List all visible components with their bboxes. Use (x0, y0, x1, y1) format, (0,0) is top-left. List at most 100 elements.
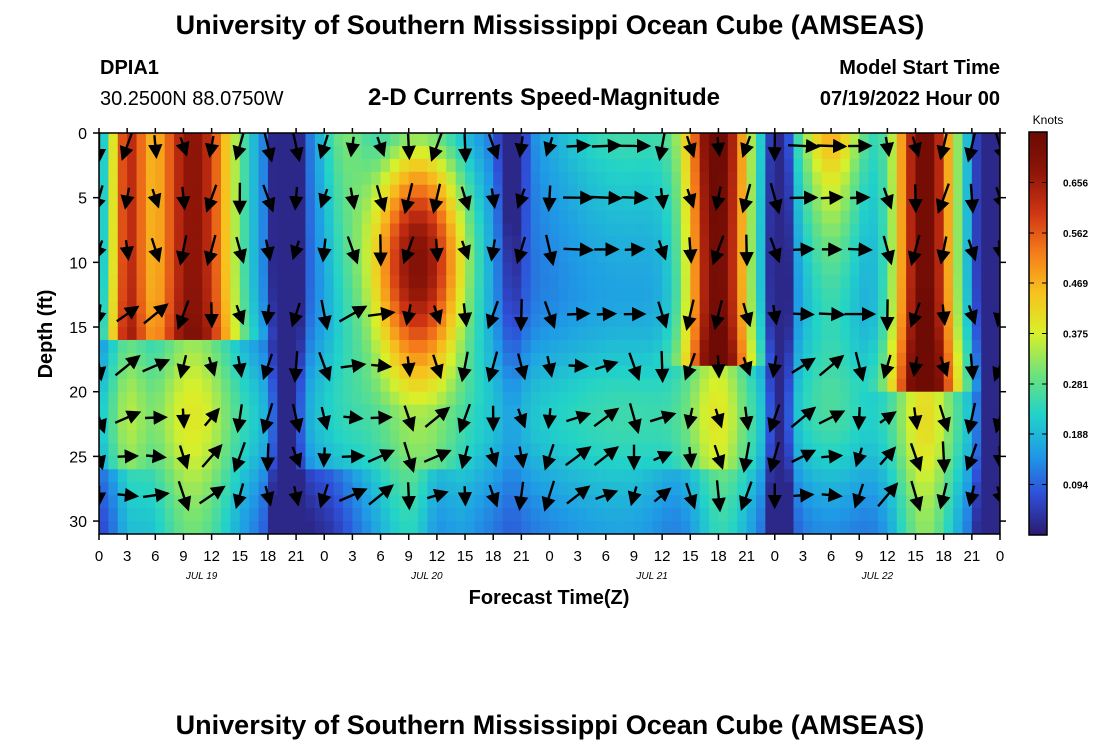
current-vector-arrow (710, 408, 725, 429)
heatmap-cell (352, 521, 363, 534)
heatmap-cell (427, 158, 438, 173)
heatmap-cell (239, 521, 250, 534)
heatmap-cell (887, 314, 898, 328)
heatmap-cell (577, 236, 588, 251)
heatmap-cell (877, 158, 888, 173)
heatmap-cell (258, 404, 269, 419)
heatmap-cell (633, 145, 644, 160)
heatmap-cell (145, 223, 156, 238)
heatmap-cell (643, 197, 654, 212)
heatmap-cell (427, 508, 438, 522)
heatmap-cell (699, 482, 710, 496)
heatmap-cell (258, 275, 269, 289)
heatmap-cell (352, 210, 363, 225)
heatmap-cell (221, 469, 231, 483)
current-vector-arrow (936, 236, 951, 265)
heatmap-cell (558, 404, 569, 419)
heatmap-cell (577, 508, 588, 522)
heatmap-cell (305, 262, 316, 276)
heatmap-cell (849, 469, 860, 483)
heatmap-cell (924, 339, 935, 354)
heatmap-cell (718, 184, 729, 199)
heatmap-cell (765, 314, 776, 328)
heatmap-cell (333, 417, 344, 432)
current-vector-arrow (289, 403, 304, 434)
heatmap-cell (305, 430, 316, 445)
heatmap-cell (558, 145, 569, 160)
heatmap-cell (136, 301, 147, 315)
heatmap-cell (493, 482, 504, 496)
current-vector-arrow (429, 133, 443, 162)
heatmap-cell (446, 275, 457, 289)
heatmap-cell (183, 378, 194, 393)
heatmap-cell (587, 210, 598, 225)
heatmap-cell (155, 430, 166, 445)
current-vector-arrow (424, 406, 451, 428)
heatmap-cell (117, 327, 128, 341)
heatmap-cell (587, 404, 598, 419)
heatmap-cell (483, 495, 494, 509)
heatmap-cell (859, 223, 870, 238)
heatmap-cell (680, 223, 691, 238)
heatmap-cell (568, 391, 579, 406)
heatmap-cell (324, 508, 335, 522)
heatmap-cell (418, 404, 429, 419)
heatmap-cell (455, 443, 466, 457)
heatmap-cell (915, 133, 926, 147)
heatmap-cell (746, 301, 757, 315)
heatmap-cell (521, 236, 532, 251)
heatmap-cell (615, 339, 626, 354)
heatmap-cell (680, 275, 691, 289)
heatmap-cell (859, 210, 870, 225)
heatmap-cell (436, 197, 447, 212)
heatmap-cell (831, 339, 842, 354)
heatmap-cell (333, 210, 344, 225)
heatmap-cell (699, 197, 710, 212)
heatmap-cell (962, 133, 973, 147)
heatmap-cell (643, 288, 654, 302)
heatmap-cell (943, 171, 954, 186)
heatmap-cell (924, 495, 935, 509)
heatmap-cell (568, 262, 579, 276)
heatmap-cell (305, 352, 316, 367)
heatmap-cell (521, 262, 532, 276)
heatmap-cell (333, 352, 344, 367)
heatmap-cell (868, 145, 879, 160)
heatmap-cell (793, 236, 804, 251)
heatmap-cell (117, 391, 128, 406)
heatmap-cell (239, 223, 250, 238)
current-vector-arrow (653, 487, 672, 503)
heatmap-cell (305, 171, 316, 186)
heatmap-cell (296, 430, 307, 445)
heatmap-cell (502, 508, 513, 522)
heatmap-cell (699, 145, 710, 160)
current-vector-arrow (595, 488, 619, 503)
heatmap-cell (427, 443, 438, 457)
heatmap-cell (943, 404, 954, 419)
heatmap-cell (831, 133, 842, 147)
heatmap-cell (174, 521, 185, 534)
heatmap-cell (211, 378, 222, 393)
heatmap-cell (718, 391, 729, 406)
heatmap-cell (521, 482, 532, 496)
current-vector-arrow (99, 451, 106, 471)
heatmap-cell (680, 404, 691, 419)
heatmap-cell (633, 133, 644, 147)
heatmap-cell (727, 469, 738, 483)
heatmap-cell (446, 249, 457, 263)
heatmap-cell (343, 456, 354, 470)
heatmap-cell (483, 145, 494, 160)
heatmap-cell (981, 443, 992, 457)
heatmap-cell (924, 327, 935, 341)
heatmap-cell (840, 262, 851, 276)
heatmap-cell (483, 521, 494, 534)
heatmap-cell (821, 288, 832, 302)
heatmap-cell (896, 339, 907, 354)
heatmap-cell (371, 301, 382, 315)
heatmap-cell (643, 262, 654, 276)
heatmap-cell (624, 391, 635, 406)
heatmap-cell (145, 133, 156, 147)
heatmap-cell (953, 275, 964, 289)
heatmap-cell (249, 378, 260, 393)
heatmap-cell (352, 339, 363, 354)
